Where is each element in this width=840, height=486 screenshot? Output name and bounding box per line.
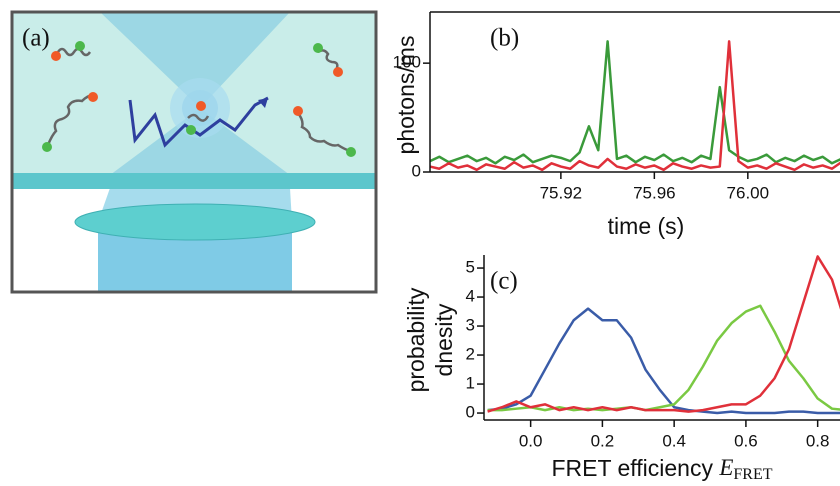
x-tick-label: 0.4 — [662, 431, 686, 450]
x-axis-label-text: FRET efficiency — [551, 455, 719, 481]
trajectory-arrow — [258, 98, 268, 108]
x-axis-label-symbol: E — [718, 455, 733, 480]
y-tick-label: 1 — [466, 374, 475, 393]
donor-dye — [346, 147, 356, 157]
acceptor-dye — [293, 106, 303, 116]
donor-dye — [75, 41, 85, 51]
series-line — [487, 304, 840, 412]
acceptor-dye — [88, 92, 98, 102]
donor-dye — [42, 142, 52, 152]
x-tick-label: 0.2 — [591, 431, 615, 450]
beam-cone-top — [100, 12, 290, 108]
x-tick-label: 0.0 — [519, 431, 543, 450]
y-tick-label: 2 — [466, 345, 475, 364]
x-axis-label: FRET efficiency EFRET — [551, 455, 772, 483]
y-tick-label: 3 — [466, 316, 475, 335]
acceptor-dye — [196, 101, 206, 111]
x-tick-label: 0.6 — [734, 431, 758, 450]
y-tick-label: 0 — [466, 403, 475, 422]
x-tick-label: 75.96 — [633, 183, 676, 202]
y-tick-label: 0 — [412, 161, 421, 180]
x-axis-label-subscript: FRET — [733, 466, 772, 483]
chart: 0 100 75.92 75.96 76.00 (b) time (s) photons/ms — [393, 11, 840, 239]
acceptor-dye — [333, 67, 343, 77]
coverslip — [12, 173, 376, 189]
dna-strand — [296, 112, 351, 153]
series-line — [429, 40, 840, 165]
panel-label: (a) — [22, 25, 50, 52]
series-line — [487, 307, 840, 415]
x-tick-label: 76.00 — [727, 183, 770, 202]
y-tick-label: 100 — [393, 53, 421, 72]
objective-lens — [74, 203, 316, 241]
dna-strand — [46, 93, 95, 146]
y-axis-label: dnesity — [431, 303, 457, 376]
series-line — [487, 255, 840, 413]
panel-a-frame — [10, 10, 378, 294]
x-tick-label: 0.8 — [806, 431, 830, 450]
x-tick-label: 75.92 — [540, 183, 583, 202]
y-tick-label: 5 — [466, 258, 475, 277]
y-axis-label: probability — [403, 287, 429, 392]
panel-a: (a) — [10, 10, 378, 294]
acceptor-dye — [51, 51, 61, 61]
donor-dye — [313, 43, 323, 53]
dna-coil — [56, 47, 92, 57]
x-axis-label-text: time (s) — [608, 213, 685, 239]
y-tick-label: 4 — [466, 287, 475, 306]
series-line — [429, 40, 840, 172]
panel-label: (b) — [490, 25, 519, 52]
dna-coil — [187, 113, 210, 122]
panel-label: (c) — [490, 268, 518, 295]
x-axis-label: time (s) — [608, 213, 685, 239]
y-axis-label: photons/ms — [393, 36, 419, 155]
donor-dye — [186, 125, 196, 135]
dna-coil — [317, 49, 339, 71]
beam-cone-bottom — [110, 108, 290, 175]
